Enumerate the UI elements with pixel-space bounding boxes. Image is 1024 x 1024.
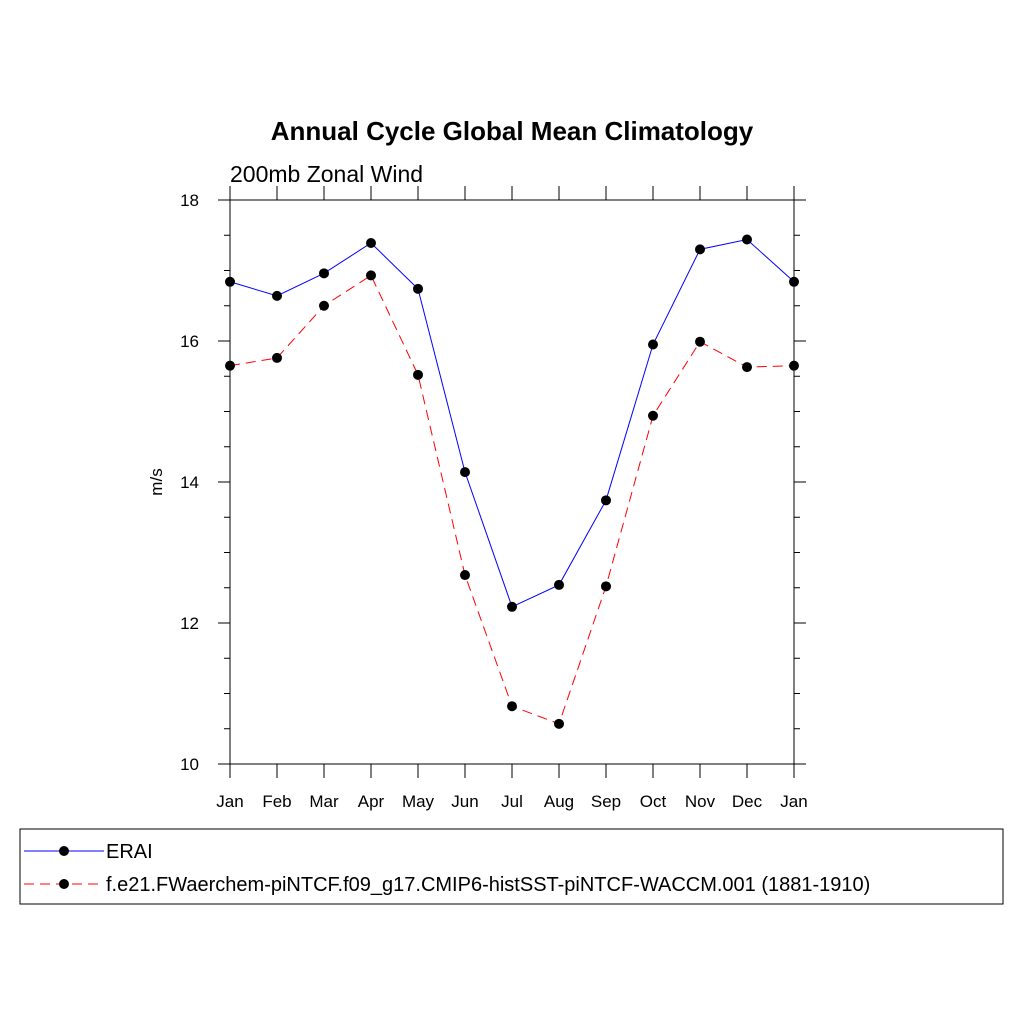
x-tick-label: Jun [451,792,478,811]
series-1-point [460,570,470,581]
series-line-1 [229,274,795,725]
x-tick-label: Nov [685,792,716,811]
series-1-point [742,362,752,373]
x-tick-label: Jan [780,792,807,811]
series-1-point [413,369,423,380]
legend-label-0: ERAI [106,841,153,863]
legend-entries: ERAI f.e21.FWaerchem-piNTCF.f09_g17.CMIP6… [24,841,870,896]
x-tick-label: Aug [544,792,574,811]
legend: ERAI f.e21.FWaerchem-piNTCF.f09_g17.CMIP6… [19,828,1004,905]
series-0-point [554,579,564,590]
series-1-point [272,352,282,363]
series-0-point [319,268,329,279]
series-1-point [695,336,705,347]
series-layer [225,234,799,729]
series-line-0 [229,238,795,608]
y-tick-label: 16 [180,332,199,351]
series-1-point [789,360,799,371]
x-tick-label: Sep [591,792,621,811]
x-tick-label: Feb [262,792,291,811]
y-tick-label: 18 [180,191,199,210]
series-0-point [789,276,799,287]
ticks-layer: Jan Feb Mar Apr May Jun Jul Aug Sep Oct Nov Dec Jan 1… [180,186,808,811]
series-0-point [272,290,282,301]
x-tick-label: Mar [309,792,339,811]
x-tick-label: Apr [358,792,385,811]
series-0-point [225,276,235,287]
series-0-point [601,495,611,506]
series-0-point [507,601,517,612]
legend-marker-1 [59,879,69,889]
x-tick-label: Jul [501,792,523,811]
series-1-point [554,718,564,729]
y-axis-label: m/s [147,468,166,495]
plot-frame [229,199,795,765]
series-0-point [460,467,470,478]
chart-title: Annual Cycle Global Mean Climatology [271,116,754,146]
legend-label-1: f.e21.FWaerchem-piNTCF.f09_g17.CMIP6-his… [106,874,870,896]
y-tick-label: 10 [180,755,199,774]
series-0-point [648,339,658,350]
series-0-point [742,234,752,245]
y-tick-label: 12 [180,614,199,633]
series-1-point [507,701,517,712]
y-tick-label: 14 [180,473,199,492]
series-1-point [601,581,611,592]
series-1-point [366,270,376,281]
series-0-point [366,238,376,249]
series-1-point [225,360,235,371]
legend-marker-0 [59,846,69,856]
x-tick-label: Dec [732,792,763,811]
series-1-point [319,300,329,311]
legend-box [19,828,1004,905]
chart-subtitle: 200mb Zonal Wind [230,161,423,187]
series-0-point [413,283,423,294]
x-tick-label: May [402,792,435,811]
series-1-point [648,410,658,421]
series-0-point [695,244,705,255]
x-tick-label: Jan [216,792,243,811]
x-tick-label: Oct [640,792,667,811]
